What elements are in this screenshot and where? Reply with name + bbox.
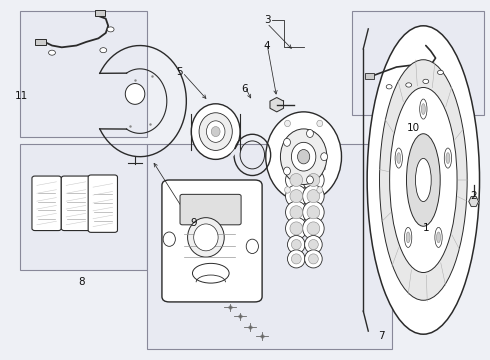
Ellipse shape [435,228,442,247]
Ellipse shape [288,250,305,268]
Ellipse shape [193,264,229,283]
Ellipse shape [290,174,303,186]
Polygon shape [270,98,284,112]
Bar [309,171,318,176]
Ellipse shape [397,153,401,163]
Ellipse shape [317,120,323,127]
Polygon shape [469,197,479,207]
Ellipse shape [211,127,220,136]
Ellipse shape [292,142,316,171]
Ellipse shape [407,134,440,226]
Ellipse shape [395,148,402,168]
Ellipse shape [390,87,457,273]
Bar [365,73,373,79]
Text: 8: 8 [78,277,85,287]
Bar [301,162,310,167]
Ellipse shape [303,217,324,239]
Ellipse shape [438,70,443,75]
Ellipse shape [303,185,324,207]
Bar [95,10,105,16]
Text: 5: 5 [176,67,182,77]
FancyBboxPatch shape [162,180,262,302]
Bar [294,171,303,176]
Ellipse shape [290,206,303,219]
Ellipse shape [317,187,323,193]
Ellipse shape [406,83,412,87]
Text: 4: 4 [264,41,270,50]
Ellipse shape [199,113,232,150]
Ellipse shape [290,190,303,203]
Bar [20,12,147,137]
FancyBboxPatch shape [61,176,91,230]
Ellipse shape [446,153,450,163]
Bar [316,163,325,168]
Ellipse shape [307,174,320,186]
Ellipse shape [406,232,410,243]
Ellipse shape [421,104,425,114]
Ellipse shape [266,112,342,202]
Ellipse shape [386,85,392,89]
FancyBboxPatch shape [88,175,118,232]
Ellipse shape [303,169,324,191]
Ellipse shape [284,138,291,146]
Ellipse shape [367,26,480,334]
Ellipse shape [420,99,427,119]
Ellipse shape [405,228,412,247]
Text: 2: 2 [470,191,477,201]
Ellipse shape [380,60,467,300]
FancyBboxPatch shape [180,194,241,225]
Text: 9: 9 [191,218,197,228]
Text: 1: 1 [422,224,429,233]
Ellipse shape [321,153,328,161]
Ellipse shape [286,201,307,223]
Ellipse shape [163,232,175,246]
Ellipse shape [292,239,301,249]
Ellipse shape [49,50,55,55]
Ellipse shape [303,201,324,223]
Bar [352,12,485,116]
Ellipse shape [305,250,322,268]
Ellipse shape [307,176,314,184]
Bar [35,39,46,45]
Ellipse shape [307,206,320,219]
Ellipse shape [309,239,318,249]
Ellipse shape [188,218,224,257]
Ellipse shape [437,232,441,243]
Text: 7: 7 [378,331,385,341]
Text: 6: 6 [242,84,248,94]
Ellipse shape [286,217,307,239]
Ellipse shape [423,79,429,84]
Ellipse shape [286,169,307,191]
Ellipse shape [288,235,305,253]
Bar [20,144,147,270]
Bar [147,144,392,348]
Ellipse shape [285,120,291,127]
Ellipse shape [194,224,218,251]
FancyBboxPatch shape [32,176,61,230]
Ellipse shape [309,254,318,264]
Text: 11: 11 [15,91,28,101]
Bar [287,162,295,167]
Text: 3: 3 [264,15,270,26]
Ellipse shape [285,187,291,193]
Ellipse shape [125,84,145,104]
Ellipse shape [246,239,258,253]
Ellipse shape [100,48,107,53]
Ellipse shape [290,222,303,235]
Ellipse shape [292,254,301,264]
Ellipse shape [307,222,320,235]
Ellipse shape [280,129,327,184]
Ellipse shape [444,148,452,168]
Ellipse shape [297,149,310,164]
Ellipse shape [107,27,114,32]
Ellipse shape [191,104,240,159]
Ellipse shape [307,190,320,203]
Ellipse shape [286,185,307,207]
Ellipse shape [284,167,291,175]
Ellipse shape [206,121,225,142]
Text: 10: 10 [407,123,420,133]
Ellipse shape [305,235,322,253]
Ellipse shape [416,158,431,202]
Ellipse shape [307,130,314,138]
